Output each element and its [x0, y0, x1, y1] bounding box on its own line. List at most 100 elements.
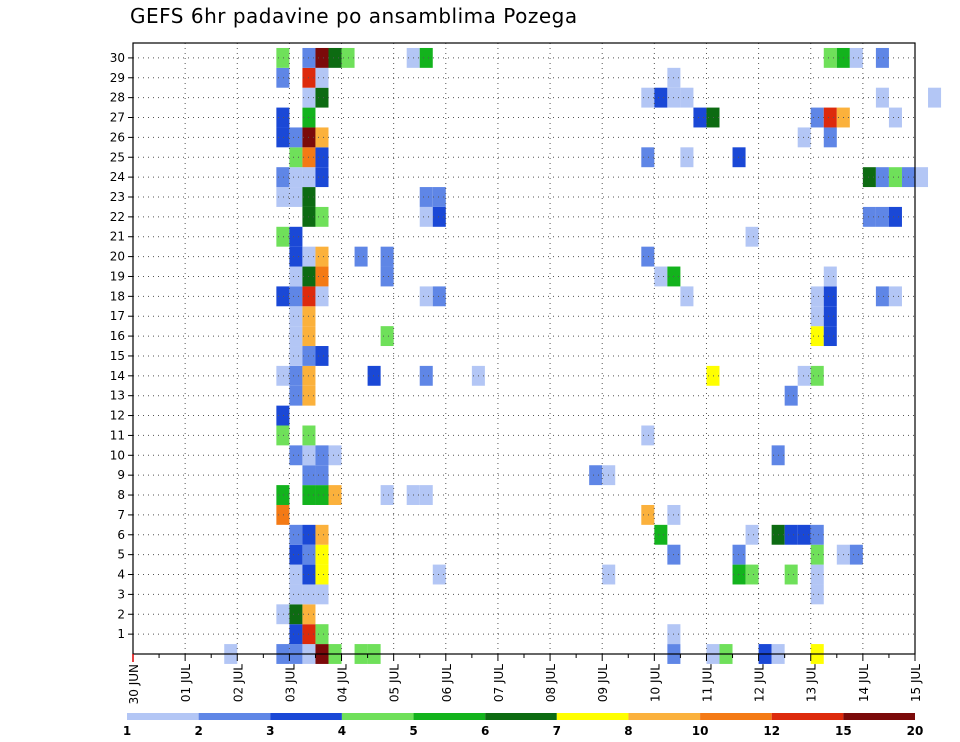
precip-cell-m6 — [797, 524, 811, 545]
precip-cell-m25 — [289, 147, 303, 168]
y-tick-label: 7 — [117, 508, 125, 522]
colorbar-segment — [843, 713, 915, 720]
x-tick-label: 07 JUL — [492, 664, 506, 702]
y-tick-label: 2 — [117, 607, 125, 621]
x-tick-label: 06 JUL — [440, 664, 454, 702]
precip-cell-m27 — [693, 107, 707, 128]
x-tick-label: 05 JUL — [388, 664, 402, 702]
precip-cell-m14 — [419, 365, 433, 386]
precip-cell-m5 — [315, 544, 329, 565]
y-tick-label: 1 — [117, 627, 125, 641]
precip-cell-m11 — [641, 425, 655, 446]
precip-cell-m10 — [289, 445, 303, 466]
precip-cell-m21 — [289, 226, 303, 247]
y-tick-label: 6 — [117, 528, 125, 542]
precip-cell-m30 — [276, 47, 290, 68]
precip-cell-m4 — [432, 564, 446, 585]
precip-cell-m8 — [315, 485, 329, 505]
colorbar-label: 4 — [338, 724, 346, 738]
y-tick-label: 10 — [110, 448, 125, 462]
colorbar-segment — [198, 713, 271, 720]
precip-cell-m5 — [849, 544, 863, 565]
y-tick-label: 18 — [110, 289, 125, 303]
precip-cell-m26 — [823, 127, 837, 148]
precip-cell-m14 — [367, 365, 381, 386]
precip-cell-m22 — [315, 206, 329, 227]
precip-cell-m11 — [276, 425, 290, 446]
precip-cell-m28 — [641, 87, 655, 108]
precip-cell-m14 — [810, 365, 824, 386]
precip-cell-m19 — [654, 266, 668, 287]
precip-cell-m23 — [419, 187, 433, 207]
colorbar-label: 10 — [692, 724, 709, 738]
y-tick-label: 22 — [110, 210, 125, 224]
precip-cell-m15 — [315, 346, 329, 366]
y-tick-label: 15 — [110, 349, 125, 363]
precip-cell-m18 — [823, 286, 837, 307]
precip-cell-m30 — [315, 47, 329, 68]
colorbar-segment — [413, 713, 486, 720]
colorbar-label: 3 — [266, 724, 274, 738]
precip-cell-m18 — [276, 286, 290, 307]
precip-cell-m5 — [732, 544, 746, 565]
x-tick-label: 08 JUL — [544, 664, 558, 702]
precip-cell-m14 — [276, 365, 290, 386]
precip-cell-m13 — [289, 385, 303, 406]
precip-cell-m6 — [784, 524, 798, 545]
colorbar-label: 2 — [194, 724, 202, 738]
colorbar-label: 7 — [553, 724, 561, 738]
x-tick-label: 12 JUL — [753, 664, 767, 702]
precip-cell-m27 — [276, 107, 290, 128]
precip-cell-m24 — [888, 167, 902, 188]
y-tick-label: 12 — [110, 409, 125, 423]
precip-cell-m30 — [875, 47, 889, 68]
precip-cell-m19 — [315, 266, 329, 287]
precip-cell-m20 — [380, 246, 394, 267]
precip-cell-m27 — [888, 107, 902, 128]
precip-cell-m18 — [680, 286, 694, 307]
precip-cell-m16 — [380, 326, 394, 347]
precip-cell-m3 — [315, 584, 329, 605]
precip-cell-m8 — [328, 485, 342, 505]
x-tick-label: 30 JUN — [127, 664, 141, 704]
precip-cell-m22 — [875, 206, 889, 227]
colorbar-segment — [270, 713, 342, 720]
precip-cell-m28 — [875, 87, 889, 108]
precip-cell-m20 — [641, 246, 655, 267]
precip-cell-m4 — [732, 564, 746, 585]
precip-cell-m7 — [276, 504, 290, 525]
x-tick-label: 01 JUL — [179, 664, 193, 702]
precip-cell-m17 — [810, 306, 824, 327]
colorbar-label: 12 — [763, 724, 780, 738]
precip-cell-m8 — [380, 485, 394, 505]
y-tick-label: 5 — [117, 548, 125, 562]
precip-cell-m24 — [315, 167, 329, 188]
colorbar-segment — [700, 713, 772, 720]
x-tick-label: 13 JUL — [805, 664, 819, 702]
y-tick-label: 19 — [110, 269, 125, 283]
precip-cell-m25 — [732, 147, 746, 168]
precip-cell-m24 — [875, 167, 889, 188]
precip-cell-m24 — [862, 167, 876, 188]
precip-cell-m18 — [289, 286, 303, 307]
precip-cell-m9 — [589, 465, 603, 486]
precip-cell-m3 — [810, 584, 824, 605]
precip-cell-m6 — [654, 524, 668, 545]
precip-cell-m1 — [315, 624, 329, 645]
precip-cell-m17 — [289, 306, 303, 327]
precip-cell-m4 — [784, 564, 798, 585]
colorbar-segment — [127, 713, 199, 720]
y-tick-label: 9 — [117, 468, 125, 482]
precip-cell-m18 — [875, 286, 889, 307]
colorbar-label: 20 — [907, 724, 924, 738]
precip-cell-m22 — [432, 206, 446, 227]
precip-cell-m6 — [315, 524, 329, 545]
precip-cell-m14 — [797, 365, 811, 386]
y-tick-label: 14 — [110, 369, 125, 383]
y-tick-label: 20 — [110, 250, 125, 264]
y-tick-label: 21 — [110, 230, 125, 244]
precip-cell-m29 — [315, 67, 329, 88]
precip-cell-m16 — [810, 326, 824, 347]
colorbar-segment — [771, 713, 844, 720]
